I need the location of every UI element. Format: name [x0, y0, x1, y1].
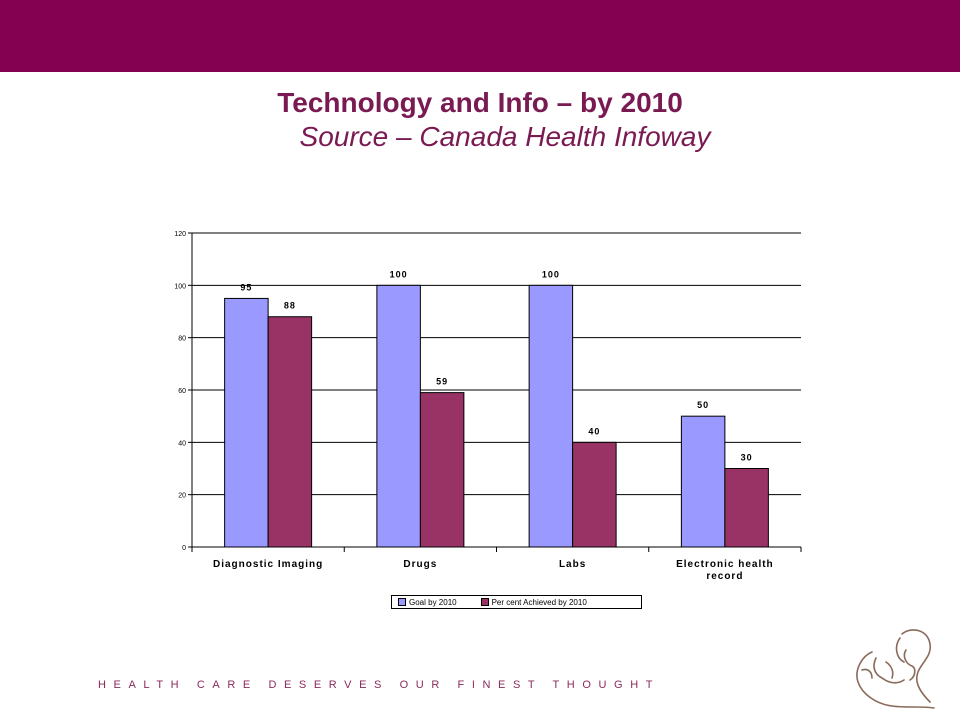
bar — [224, 297, 269, 548]
legend-item-goal: Goal by 2010 — [398, 598, 457, 607]
data-label: 100 — [390, 269, 408, 279]
bar — [572, 441, 617, 548]
y-tick-label: 100 — [174, 283, 186, 290]
bar — [376, 284, 421, 548]
footer-tagline: HEALTH CARE DESERVES OUR FINEST THOUGHT — [98, 679, 661, 691]
legend-item-achieved: Per cent Achieved by 2010 — [480, 597, 587, 607]
bar — [680, 415, 726, 548]
x-category-label: record — [706, 571, 743, 582]
bar — [528, 284, 574, 548]
chart-legend: Goal by 2010 Per cent Achieved by 2010 — [391, 595, 642, 609]
bar — [419, 392, 465, 548]
title-block: Technology and Info – by 2010 Source – C… — [0, 86, 960, 154]
y-tick-label: 120 — [174, 231, 186, 238]
bar — [267, 316, 313, 548]
data-label: 30 — [741, 453, 753, 463]
legend-swatch-achieved — [480, 598, 489, 606]
y-tick-label: 40 — [178, 440, 186, 447]
legend-label-goal: Goal by 2010 — [409, 597, 457, 607]
data-label: 50 — [697, 400, 709, 410]
x-category-label: Electronic health — [676, 559, 774, 570]
data-label: 88 — [284, 301, 296, 311]
slide-subtitle: Source – Canada Health Infoway — [299, 121, 711, 152]
header-band — [0, 0, 960, 72]
bar — [724, 468, 769, 548]
y-tick-label: 80 — [178, 336, 186, 343]
slide-title: Technology and Info – by 2010 — [277, 87, 683, 118]
y-tick-label: 60 — [178, 388, 186, 395]
mother-child-logo-icon — [856, 629, 935, 709]
legend-label-achieved: Per cent Achieved by 2010 — [491, 597, 587, 607]
x-category-label: Diagnostic Imaging — [213, 559, 323, 570]
data-label: 59 — [436, 377, 448, 387]
data-label: 100 — [542, 269, 560, 279]
legend-swatch-goal — [398, 598, 406, 606]
y-tick-label: 20 — [178, 493, 186, 500]
x-category-label: Drugs — [403, 559, 437, 570]
x-category-label: Labs — [559, 559, 586, 570]
y-tick-label: 0 — [182, 545, 186, 552]
data-label: 40 — [588, 426, 600, 436]
data-label: 95 — [240, 282, 252, 292]
